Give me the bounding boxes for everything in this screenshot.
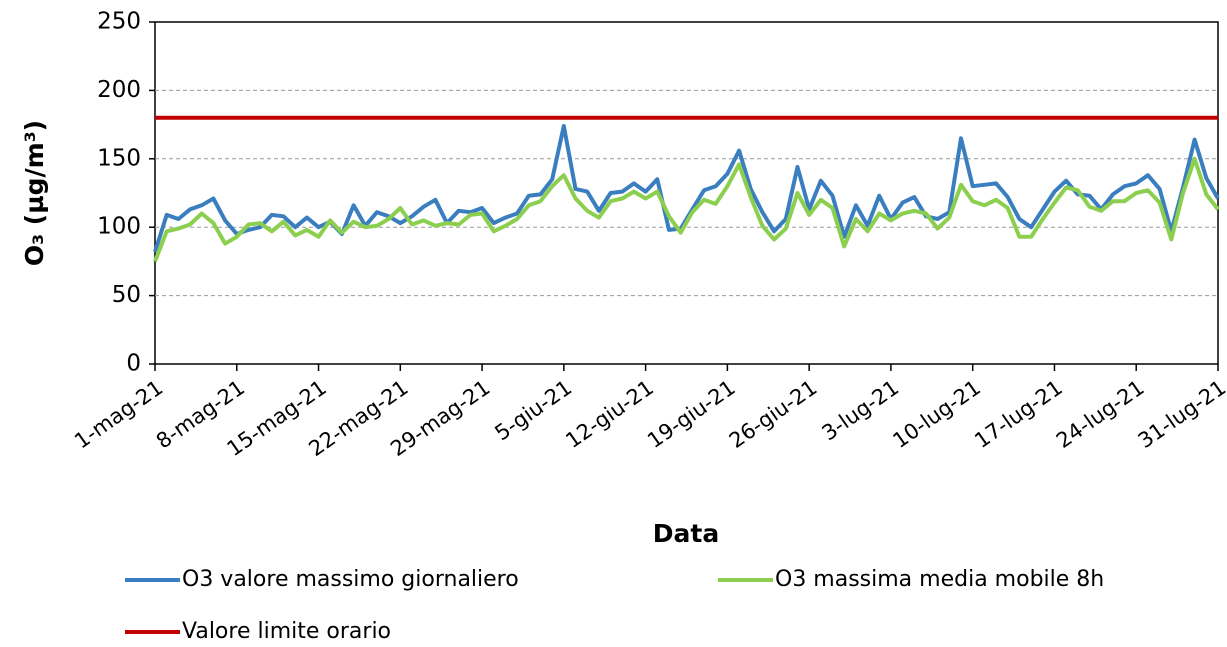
legend-label: Valore limite orario [182,619,391,644]
y-tick-label: 200 [97,77,141,103]
y-tick-label: 250 [97,9,141,35]
x-tick-label: 31-lug-21 [1134,375,1227,453]
x-tick-label: 1-mag-21 [70,375,167,453]
x-tick-label: 19-giu-21 [643,375,740,453]
y-tick-label: 100 [97,214,141,240]
legend-label: O3 valore massimo giornaliero [182,567,519,592]
x-tick-label: 10-lug-21 [888,375,985,453]
y-tick-label: 50 [112,282,141,308]
legend-label: O3 massima media mobile 8h [775,567,1104,592]
y-axis-title: O₃ (µg/m³) [20,120,49,266]
series-line [153,156,1220,263]
x-tick-label: 17-lug-21 [970,375,1067,453]
plot-frame [154,21,1219,365]
x-tick-label: 26-giu-21 [725,375,822,453]
x-tick-label: 24-lug-21 [1052,375,1149,453]
x-tick-label: 12-giu-21 [561,375,658,453]
y-tick-label: 150 [97,145,141,171]
y-tick-label: 0 [126,351,141,377]
x-axis-title: Data [653,519,719,548]
